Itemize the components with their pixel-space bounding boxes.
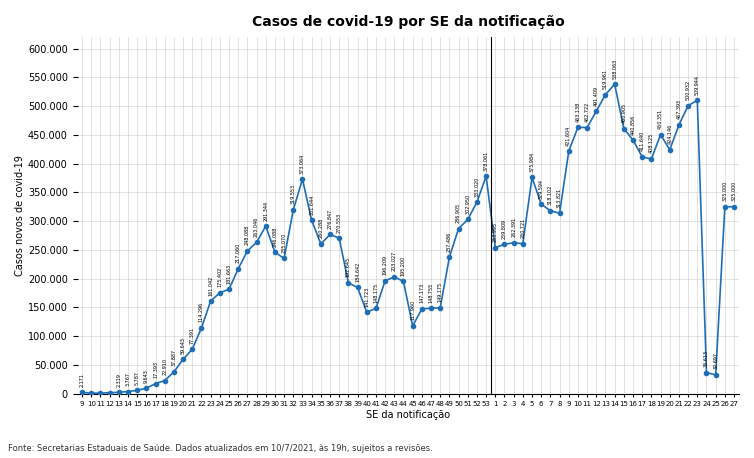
Text: 325.000: 325.000: [731, 181, 737, 201]
Text: 408.125: 408.125: [649, 133, 654, 153]
Text: 319.553: 319.553: [291, 184, 296, 204]
Text: 22.910: 22.910: [162, 358, 167, 375]
Text: 248.088: 248.088: [245, 225, 250, 245]
Text: Fonte: Secretarias Estaduais de Saúde. Dados atualizados em 10/7/2021, às 19h, s: Fonte: Secretarias Estaduais de Saúde. D…: [8, 444, 432, 453]
Text: 217.060: 217.060: [236, 243, 241, 263]
Text: 149.175: 149.175: [438, 282, 443, 302]
Text: 5.787: 5.787: [135, 371, 139, 385]
Text: 276.847: 276.847: [327, 209, 333, 229]
Text: 440.856: 440.856: [630, 114, 636, 135]
Text: 260.288: 260.288: [318, 218, 323, 239]
Text: 263.046: 263.046: [254, 217, 259, 237]
Text: 147.173: 147.173: [419, 283, 425, 304]
Text: 519.961: 519.961: [603, 69, 608, 89]
Text: 77.391: 77.391: [190, 327, 195, 344]
Text: 196.209: 196.209: [382, 255, 388, 275]
Text: 286.905: 286.905: [456, 203, 461, 223]
Text: 246.088: 246.088: [272, 226, 277, 246]
Text: 291.344: 291.344: [263, 201, 268, 221]
X-axis label: SE da notificação: SE da notificação: [366, 410, 450, 420]
Text: 302.950: 302.950: [465, 194, 470, 214]
Text: 450.351: 450.351: [658, 109, 663, 129]
Text: 195.200: 195.200: [401, 256, 406, 276]
Text: 36.613: 36.613: [704, 350, 709, 367]
Text: 203.027: 203.027: [392, 251, 397, 271]
Text: 260.721: 260.721: [520, 218, 526, 238]
Text: 463.138: 463.138: [575, 102, 581, 122]
Text: 32.697: 32.697: [713, 352, 718, 369]
Text: 462.722: 462.722: [584, 102, 590, 122]
Text: 460.905: 460.905: [621, 103, 627, 123]
Text: 378.061: 378.061: [483, 150, 489, 171]
Text: 235.070: 235.070: [281, 233, 287, 253]
Text: 333.020: 333.020: [474, 176, 480, 196]
Title: Casos de covid-19 por SE da notificação: Casos de covid-19 por SE da notificação: [252, 15, 565, 29]
Text: 2.171: 2.171: [80, 373, 84, 387]
Text: 424.146: 424.146: [667, 124, 673, 144]
Text: 181.663: 181.663: [226, 263, 231, 284]
Text: 262.391: 262.391: [511, 217, 516, 237]
Text: 253.995: 253.995: [493, 222, 498, 242]
Text: 411.640: 411.640: [639, 131, 645, 152]
Text: 259.809: 259.809: [502, 219, 507, 239]
Text: 184.642: 184.642: [355, 262, 360, 282]
Text: 329.594: 329.594: [538, 179, 544, 199]
Text: 467.393: 467.393: [676, 99, 682, 120]
Text: 148.755: 148.755: [428, 282, 434, 303]
Text: 59.643: 59.643: [181, 337, 185, 354]
Text: 313.821: 313.821: [557, 187, 562, 207]
Text: 192.645: 192.645: [346, 257, 351, 278]
Text: 270.553: 270.553: [337, 212, 342, 233]
Text: 175.402: 175.402: [217, 267, 222, 287]
Text: 373.064: 373.064: [300, 153, 305, 174]
Text: 301.644: 301.644: [309, 194, 314, 215]
Text: 114.296: 114.296: [199, 302, 204, 322]
Text: 237.486: 237.486: [447, 231, 452, 251]
Text: 318.102: 318.102: [548, 185, 553, 205]
Text: 3.767: 3.767: [125, 372, 130, 386]
Text: 500.932: 500.932: [685, 80, 691, 100]
Text: 2.319: 2.319: [116, 373, 121, 387]
Text: 148.175: 148.175: [373, 283, 379, 303]
Text: 491.409: 491.409: [594, 86, 599, 105]
Text: 161.042: 161.042: [208, 275, 213, 295]
Text: 141.723: 141.723: [364, 286, 369, 306]
Text: 421.604: 421.604: [566, 125, 572, 146]
Text: 375.984: 375.984: [529, 152, 535, 172]
Text: 509.944: 509.944: [694, 75, 700, 95]
Text: 9.643: 9.643: [144, 369, 149, 382]
Text: 37.887: 37.887: [171, 349, 176, 366]
Y-axis label: Casos novos de covid-19: Casos novos de covid-19: [15, 155, 25, 276]
Text: 17.393: 17.393: [153, 361, 158, 378]
Text: 538.063: 538.063: [612, 59, 618, 79]
Text: 325.000: 325.000: [722, 181, 728, 201]
Text: 117.960: 117.960: [410, 300, 415, 320]
